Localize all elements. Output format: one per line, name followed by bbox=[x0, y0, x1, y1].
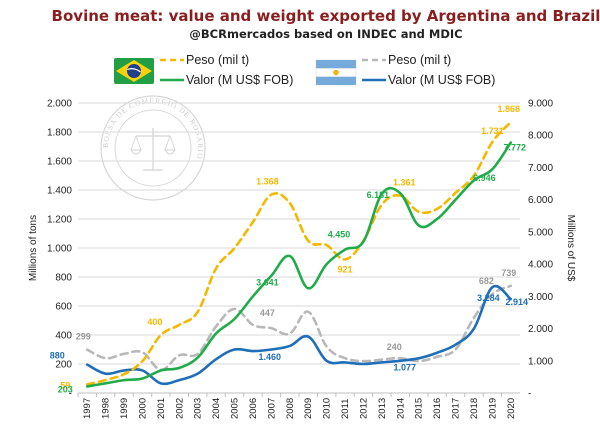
data-label: 1.361 bbox=[393, 178, 416, 188]
data-label: 3.641 bbox=[256, 278, 279, 288]
legend-brazil: Peso (mil t) Valor (M US$ FOB) bbox=[114, 53, 293, 87]
data-label: 739 bbox=[501, 268, 516, 278]
data-label: 1.077 bbox=[393, 362, 416, 372]
legend-argentina: Peso (mil t) Valor (M US$ FOB) bbox=[315, 53, 495, 87]
x-tick-label: 2016 bbox=[432, 398, 443, 419]
series-line-brazil-weight bbox=[85, 120, 513, 386]
y-tick-right-label: 9.000 bbox=[528, 99, 553, 110]
chart-subtitle: @BCRmercados based on INDEC and MDIC bbox=[189, 27, 462, 41]
y-tick-right-label: 5.000 bbox=[528, 227, 553, 238]
x-tick-label: 2006 bbox=[248, 398, 259, 419]
x-tick-label: 2015 bbox=[414, 398, 425, 419]
x-tick-label: 2003 bbox=[193, 398, 204, 419]
x-tick-label: 2000 bbox=[137, 398, 148, 419]
data-label: 921 bbox=[338, 264, 353, 274]
x-tick-label: 2008 bbox=[285, 398, 296, 419]
x-tick-label: 1998 bbox=[101, 398, 112, 419]
x-tick-label: 1999 bbox=[119, 398, 130, 419]
y-tick-left-label: 600 bbox=[55, 302, 72, 313]
gridlines bbox=[78, 102, 520, 394]
y-tick-left-label: 1.400 bbox=[47, 186, 72, 197]
y-tick-left-label: 200 bbox=[55, 360, 72, 371]
x-tick-label: 2017 bbox=[451, 398, 462, 419]
y-axis-left-ticks: - 200 400 600 800 1.000 1.200 1.400 1.600 1.800 2.… bbox=[47, 99, 72, 400]
y-tick-right-label: - bbox=[528, 389, 531, 400]
data-label: 299 bbox=[76, 332, 91, 342]
y-tick-right-label: 7.000 bbox=[528, 163, 553, 174]
data-label: 6.181 bbox=[367, 190, 390, 200]
x-tick-label: 2001 bbox=[156, 398, 167, 419]
y-axis-right-ticks: - 1.000 2.000 3.000 4.000 5.000 6.000 7.000 8.00… bbox=[528, 99, 553, 400]
x-tick-label: 2005 bbox=[230, 398, 241, 419]
legend-argentina-weight-label: Peso (mil t) bbox=[388, 53, 451, 67]
data-label: 203 bbox=[58, 384, 73, 394]
data-label: 447 bbox=[260, 308, 275, 318]
watermark-seal-icon: BOLSA DE COMERCIO DE ROSARIO bbox=[100, 95, 206, 201]
y-tick-right-label: 3.000 bbox=[528, 292, 553, 303]
series-line-argentina-weight bbox=[85, 284, 513, 372]
y-tick-left-label: 2.000 bbox=[47, 99, 72, 110]
data-label: 240 bbox=[387, 342, 402, 352]
legend-brazil-value-label: Valor (M US$ FOB) bbox=[186, 73, 293, 87]
x-tick-label: 2004 bbox=[211, 398, 222, 419]
data-label: 400 bbox=[147, 317, 162, 327]
y-tick-right-label: 8.000 bbox=[528, 131, 553, 142]
series-lines bbox=[85, 120, 513, 388]
data-label: 6.946 bbox=[473, 173, 496, 183]
data-label: 1.368 bbox=[256, 177, 279, 187]
data-label: 1.868 bbox=[498, 104, 521, 114]
x-tick-label: 2014 bbox=[395, 398, 406, 419]
data-label: 7.772 bbox=[504, 143, 527, 153]
data-label: 4.450 bbox=[328, 230, 351, 240]
x-tick-label: 2002 bbox=[174, 398, 185, 419]
x-axis-ticks: 1997 1998 1999 2000 2001 2002 2003 2004 2005 2006… bbox=[77, 393, 517, 419]
y-tick-right-label: 1.000 bbox=[528, 356, 553, 367]
x-tick-label: 2013 bbox=[377, 398, 388, 419]
chart-title: Bovine meat: value and weight exported b… bbox=[52, 7, 600, 25]
y-tick-left-label: 1.600 bbox=[47, 157, 72, 168]
x-tick-label: 2007 bbox=[266, 398, 277, 419]
brazil-flag-icon bbox=[114, 58, 154, 84]
data-label: 1.731 bbox=[481, 126, 504, 136]
argentina-flag-icon bbox=[315, 59, 357, 86]
data-label: 1.460 bbox=[259, 352, 282, 362]
x-tick-label: 2009 bbox=[303, 398, 314, 419]
series-line-brazil-value bbox=[85, 141, 513, 388]
data-label: 2.914 bbox=[506, 297, 529, 307]
series-line-argentina-value bbox=[85, 284, 513, 386]
x-tick-label: 2019 bbox=[487, 398, 498, 419]
x-tick-label: 2012 bbox=[358, 398, 369, 419]
y-tick-left-label: 1.200 bbox=[47, 215, 72, 226]
y-axis-left-title: Millions of tons bbox=[28, 215, 39, 281]
y-tick-right-label: 6.000 bbox=[528, 195, 553, 206]
y-tick-left-label: 1.000 bbox=[47, 244, 72, 255]
legend-brazil-weight-label: Peso (mil t) bbox=[186, 53, 249, 67]
y-axis-right-title: Millions of US$ bbox=[565, 215, 576, 282]
x-tick-label: 2018 bbox=[469, 398, 480, 419]
data-label: 59 bbox=[60, 380, 70, 390]
y-tick-left-label: 400 bbox=[55, 331, 72, 342]
x-tick-label: 2010 bbox=[322, 398, 333, 419]
y-tick-right-label: 2.000 bbox=[528, 324, 553, 335]
x-tick-label: 2011 bbox=[340, 399, 351, 419]
y-tick-left-label: 800 bbox=[55, 273, 72, 284]
legend-argentina-value-label: Valor (M US$ FOB) bbox=[388, 73, 495, 87]
x-tick-label: 2020 bbox=[506, 398, 517, 419]
data-label: 3.284 bbox=[477, 293, 500, 303]
y-tick-left-label: - bbox=[69, 389, 72, 400]
y-tick-left-label: 1.800 bbox=[47, 128, 72, 139]
y-tick-right-label: 4.000 bbox=[528, 260, 553, 271]
data-label: 880 bbox=[50, 351, 65, 361]
data-label: 682 bbox=[479, 276, 494, 286]
x-tick-label: 1997 bbox=[82, 398, 93, 419]
